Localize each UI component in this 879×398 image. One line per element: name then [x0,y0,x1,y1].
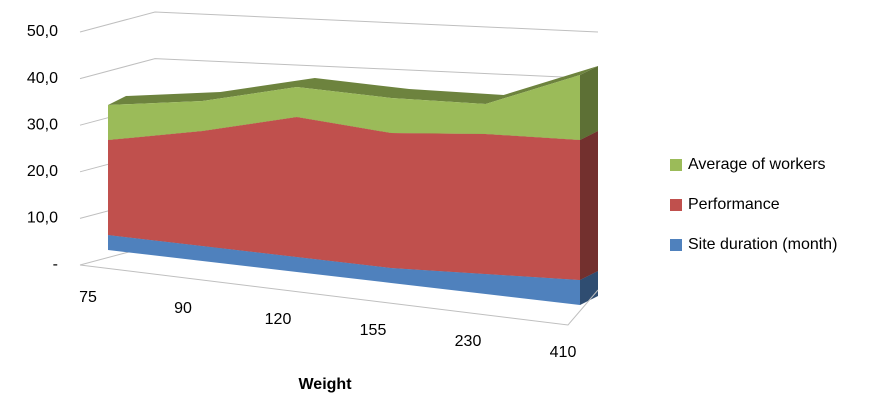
x-tick-label: 75 [79,289,97,306]
grid-line [79,11,599,33]
area-side [580,271,598,305]
x-tick-label: 90 [174,300,192,317]
x-tick-label: 410 [550,344,577,361]
legend-swatch [670,159,682,171]
x-tick-label: 155 [360,322,387,339]
floor [79,264,599,326]
x-axis-title: Weight [298,376,352,393]
y-tick-label: - [53,256,58,273]
y-tick-label: 50,0 [27,23,58,40]
y-tick-label: 10,0 [27,210,58,227]
area [108,117,580,280]
area [108,75,580,140]
legend-label: Performance [688,196,780,213]
area-side [580,66,598,140]
area-side [580,131,598,280]
legend-label: Average of workers [688,156,826,173]
grid-line [79,58,599,80]
area-top [108,66,598,105]
legend-swatch [670,199,682,211]
y-tick-label: 30,0 [27,116,58,133]
x-tick-label: 230 [455,333,482,350]
legend-swatch [670,239,682,251]
x-tick-label: 120 [265,311,292,328]
y-tick-label: 20,0 [27,163,58,180]
legend-label: Site duration (month) [688,236,837,253]
area [108,235,580,305]
y-tick-label: 40,0 [27,70,58,87]
